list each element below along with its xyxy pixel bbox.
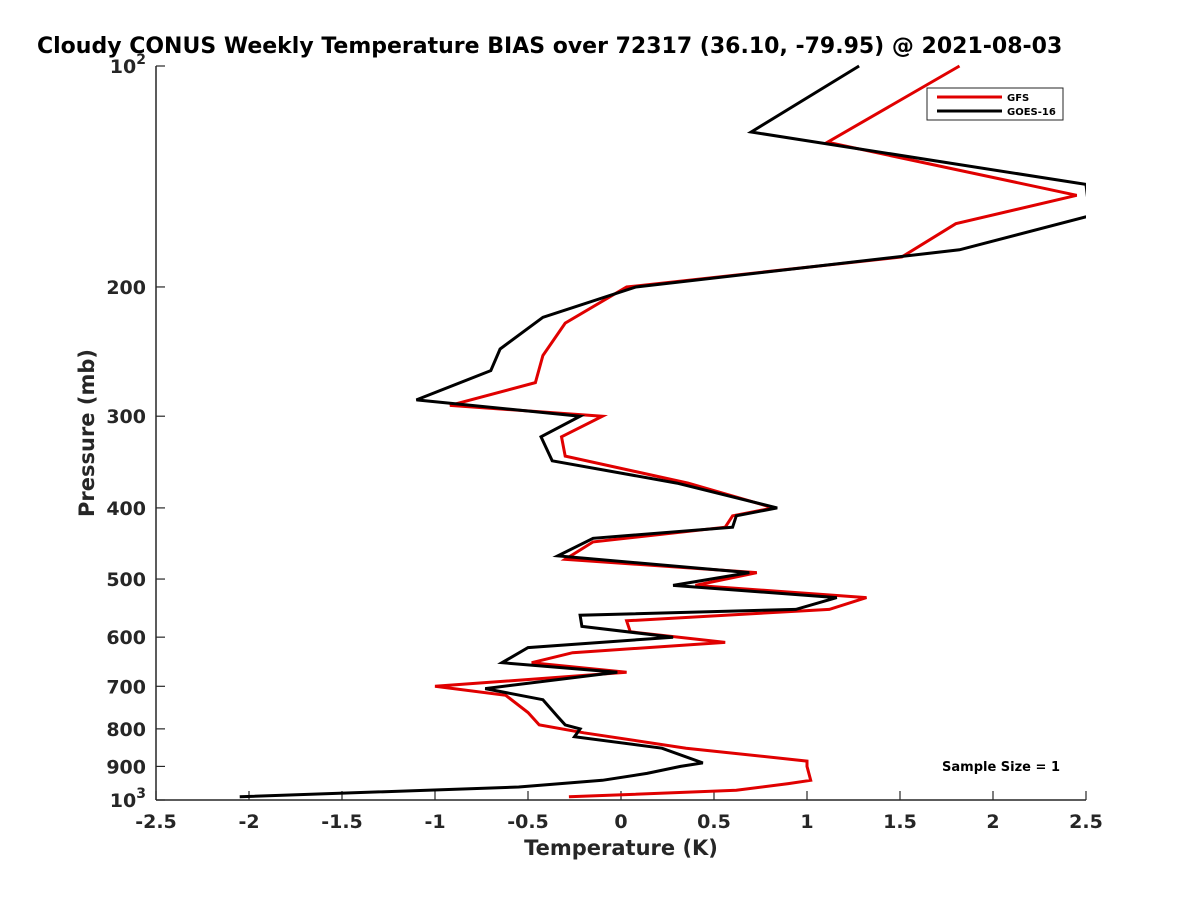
x-tick-label: -1.5 (321, 811, 363, 833)
sample-size-annotation: Sample Size = 1 (942, 760, 1060, 775)
x-tick-label: 1 (800, 811, 813, 833)
y-tick-label: 700 (106, 676, 146, 698)
x-tick-label: -2 (238, 811, 259, 833)
y-tick-label: 600 (106, 627, 146, 649)
y-tick-label: 500 (106, 569, 146, 591)
series-line-gfs (434, 64, 1078, 799)
x-tick-label: 2.5 (1069, 811, 1103, 833)
chart-title: Cloudy CONUS Weekly Temperature BIAS ove… (37, 34, 1062, 59)
y-tick-label: 900 (106, 756, 146, 778)
y-tick-label: 300 (106, 406, 146, 428)
x-tick-label: -1 (424, 811, 445, 833)
x-tick-label: 0 (614, 811, 627, 833)
series-layer (239, 64, 1086, 799)
legend: GFS GOES-16 (926, 87, 1064, 121)
x-tick-label: -0.5 (507, 811, 549, 833)
x-tick-label: -2.5 (135, 811, 177, 833)
legend-box (926, 87, 1064, 121)
x-axis-label: Temperature (K) (524, 836, 718, 860)
y-tick-label: 200 (106, 277, 146, 299)
y-tick-label: 800 (106, 719, 146, 741)
series-line-goes-16 (239, 64, 1086, 799)
legend-label: GFS (1007, 93, 1029, 104)
x-tick-label: 2 (986, 811, 999, 833)
y-axis-label: Pressure (mb) (75, 349, 99, 517)
x-tick-label: 0.5 (697, 811, 731, 833)
legend-label: GOES-16 (1007, 107, 1056, 118)
y-tick-label-power: 103 (110, 786, 146, 812)
x-tick-label: 1.5 (883, 811, 917, 833)
y-tick-label: 400 (106, 498, 146, 520)
y-tick-label-power: 102 (110, 52, 146, 78)
plot-axes: -2.5 -2 -1.5 -1 -0.5 0 0.5 1 1.5 2 2.5 200 300 400 500… (106, 52, 1103, 833)
